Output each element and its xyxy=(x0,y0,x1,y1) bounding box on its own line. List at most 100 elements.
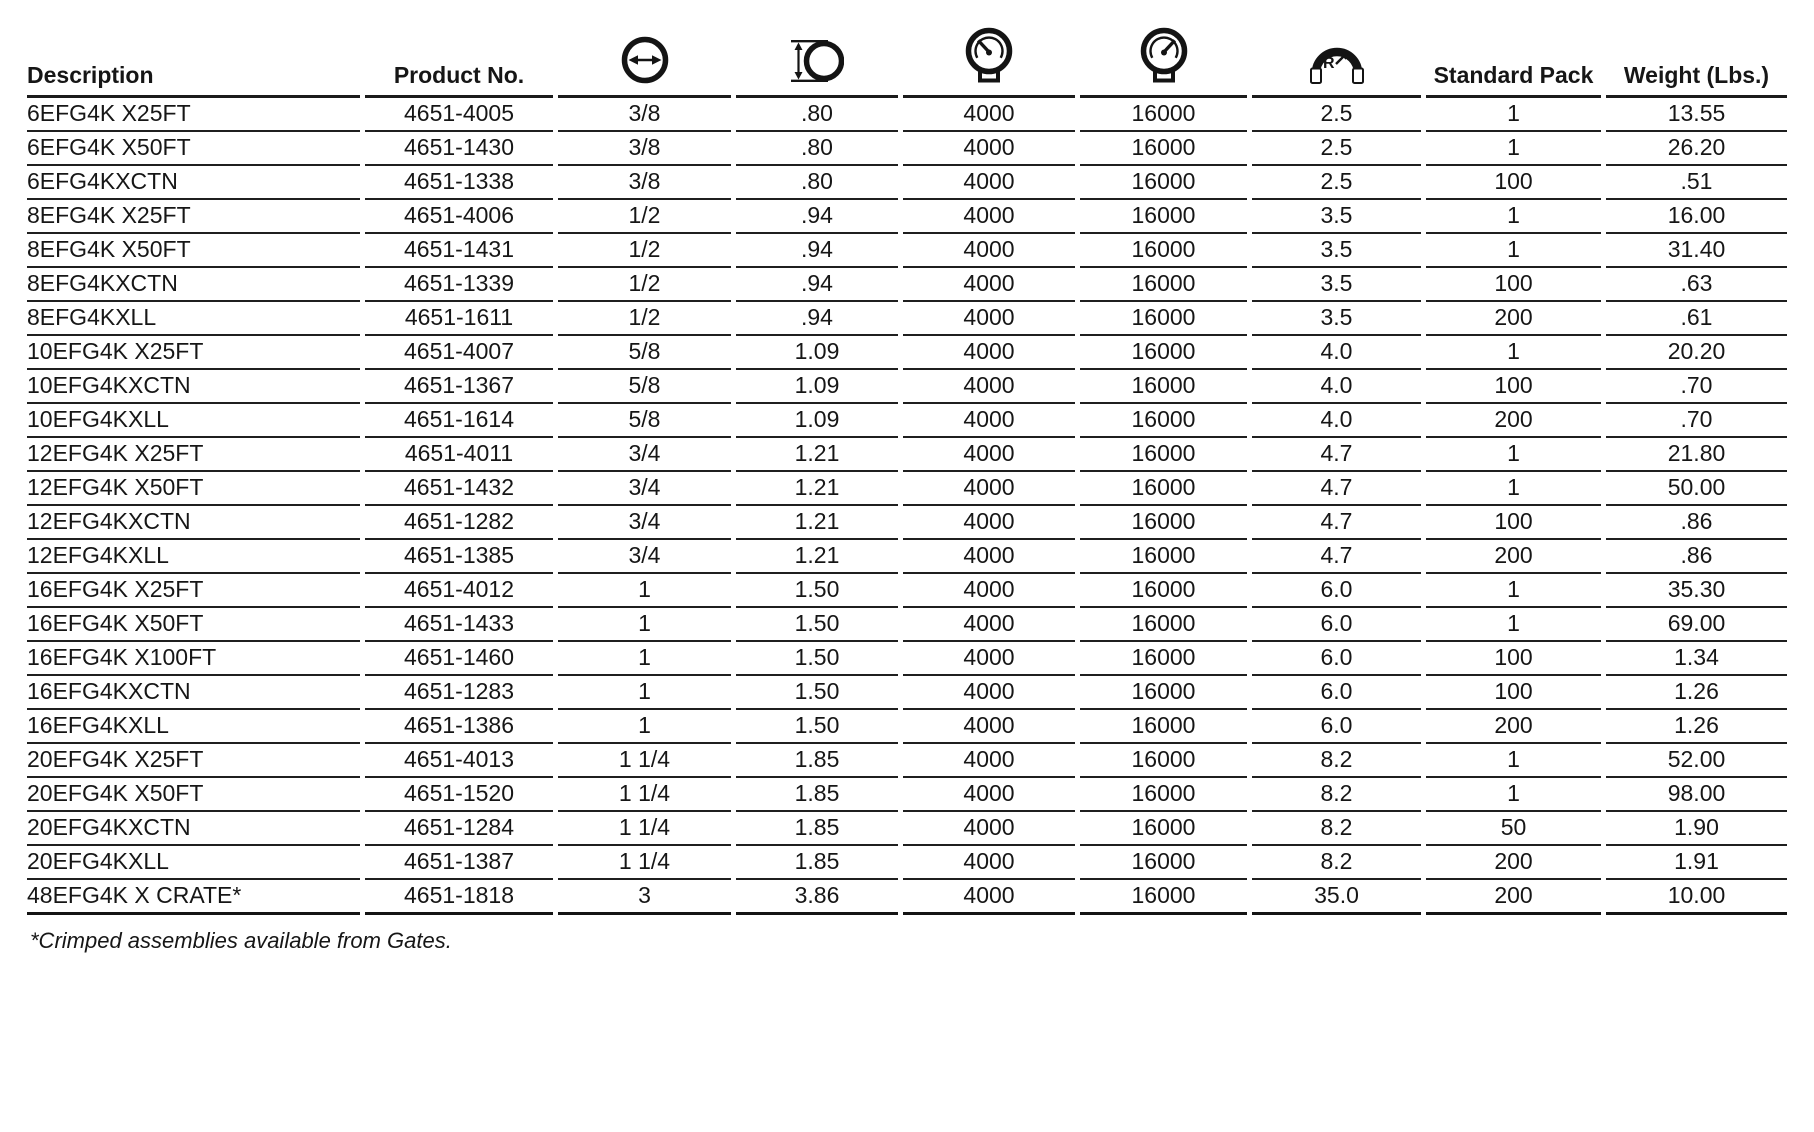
cell-outer_diameter: 1.50 xyxy=(736,574,898,608)
cell-working_pressure: 4000 xyxy=(903,132,1075,166)
cell-bend_radius: 6.0 xyxy=(1252,710,1421,744)
cell-working_pressure: 4000 xyxy=(903,574,1075,608)
cell-description: 20EFG4K X25FT xyxy=(27,744,360,778)
cell-product_no: 4651-1386 xyxy=(365,710,553,744)
cell-outer_diameter: .80 xyxy=(736,132,898,166)
cell-product_no: 4651-1818 xyxy=(365,880,553,915)
cell-inner_diameter: 1 xyxy=(558,710,731,744)
table-row: 6EFG4K X50FT 4651-1430 3/8.80 4000 16000 2.5 1… xyxy=(27,132,1787,166)
cell-inner_diameter: 3/4 xyxy=(558,438,731,472)
cell-weight_lbs: 52.00 xyxy=(1606,744,1787,778)
header-description-label: Description xyxy=(27,61,154,88)
cell-inner_diameter: 1 1/4 xyxy=(558,778,731,812)
cell-product_no: 4651-1339 xyxy=(365,268,553,302)
cell-bend_radius: 8.2 xyxy=(1252,846,1421,880)
table-row: 6EFG4K X25FT 4651-4005 3/8.80 4000 16000 2.5 1… xyxy=(27,98,1787,132)
cell-product_no: 4651-1611 xyxy=(365,302,553,336)
cell-product_no: 4651-1385 xyxy=(365,540,553,574)
cell-working_pressure: 4000 xyxy=(903,234,1075,268)
table-row: 10EFG4KXLL 4651-1614 5/8 1.09 4000 16000 4.0 20… xyxy=(27,404,1787,438)
cell-burst_pressure: 16000 xyxy=(1080,778,1247,812)
cell-bend_radius: 3.5 xyxy=(1252,302,1421,336)
cell-standard_pack: 1 xyxy=(1426,744,1601,778)
cell-standard_pack: 200 xyxy=(1426,710,1601,744)
cell-working_pressure: 4000 xyxy=(903,880,1075,915)
cell-description: 8EFG4KXCTN xyxy=(27,268,360,302)
cell-standard_pack: 100 xyxy=(1426,676,1601,710)
cell-burst_pressure: 16000 xyxy=(1080,268,1247,302)
cell-description: 16EFG4K X50FT xyxy=(27,608,360,642)
cell-product_no: 4651-4012 xyxy=(365,574,553,608)
cell-inner_diameter: 1 1/4 xyxy=(558,744,731,778)
header-product-no: Product No. xyxy=(365,6,553,98)
cell-bend_radius: 2.5 xyxy=(1252,98,1421,132)
header-standard-pack-label: Standard Pack xyxy=(1433,61,1594,88)
table-row: 48EFG4K X CRATE* 4651-1818 3 3.86 4000 16000 3… xyxy=(27,880,1787,915)
cell-working_pressure: 4000 xyxy=(903,778,1075,812)
cell-weight_lbs: 1.91 xyxy=(1606,846,1787,880)
cell-bend_radius: 2.5 xyxy=(1252,166,1421,200)
cell-description: 20EFG4KXLL xyxy=(27,846,360,880)
cell-standard_pack: 100 xyxy=(1426,506,1601,540)
cell-burst_pressure: 16000 xyxy=(1080,574,1247,608)
cell-bend_radius: 8.2 xyxy=(1252,744,1421,778)
outer-diameter-icon xyxy=(791,40,844,82)
header-weight-label: Weight (Lbs.) xyxy=(1623,61,1770,88)
cell-working_pressure: 4000 xyxy=(903,302,1075,336)
table-row: 16EFG4K X25FT 4651-4012 1 1.50 4000 16000 6.0 1… xyxy=(27,574,1787,608)
svg-text:R: R xyxy=(1323,55,1335,72)
header-inner-diameter xyxy=(558,6,731,98)
cell-standard_pack: 100 xyxy=(1426,268,1601,302)
table-row: 20EFG4KXLL 4651-1387 1 1/4 1.85 4000 16000 8.2… xyxy=(27,846,1787,880)
cell-working_pressure: 4000 xyxy=(903,370,1075,404)
cell-description: 16EFG4K X25FT xyxy=(27,574,360,608)
cell-inner_diameter: 3/8 xyxy=(558,132,731,166)
cell-bend_radius: 3.5 xyxy=(1252,234,1421,268)
cell-bend_radius: 4.0 xyxy=(1252,404,1421,438)
cell-product_no: 4651-4011 xyxy=(365,438,553,472)
header-bend-radius: R xyxy=(1252,6,1421,98)
cell-inner_diameter: 5/8 xyxy=(558,370,731,404)
cell-standard_pack: 200 xyxy=(1426,404,1601,438)
header-outer-diameter xyxy=(736,6,898,98)
cell-working_pressure: 4000 xyxy=(903,200,1075,234)
cell-weight_lbs: 26.20 xyxy=(1606,132,1787,166)
cell-burst_pressure: 16000 xyxy=(1080,370,1247,404)
cell-description: 20EFG4KXCTN xyxy=(27,812,360,846)
cell-working_pressure: 4000 xyxy=(903,812,1075,846)
cell-burst_pressure: 16000 xyxy=(1080,880,1247,915)
header-row: Description Product No. xyxy=(27,6,1787,98)
table-row: 12EFG4KXCTN 4651-1282 3/4 1.21 4000 16000 4.7 1… xyxy=(27,506,1787,540)
cell-inner_diameter: 5/8 xyxy=(558,404,731,438)
cell-inner_diameter: 1 xyxy=(558,574,731,608)
table-row: 20EFG4KXCTN 4651-1284 1 1/4 1.85 4000 16000 8.… xyxy=(27,812,1787,846)
cell-inner_diameter: 1 xyxy=(558,642,731,676)
cell-inner_diameter: 5/8 xyxy=(558,336,731,370)
cell-standard_pack: 1 xyxy=(1426,336,1601,370)
table-row: 8EFG4KXLL 4651-1611 1/2.94 4000 16000 3.5 200.… xyxy=(27,302,1787,336)
table-row: 20EFG4K X50FT 4651-1520 1 1/4 1.85 4000 16000… xyxy=(27,778,1787,812)
cell-working_pressure: 4000 xyxy=(903,438,1075,472)
cell-outer_diameter: 1.85 xyxy=(736,744,898,778)
cell-working_pressure: 4000 xyxy=(903,540,1075,574)
cell-weight_lbs: 50.00 xyxy=(1606,472,1787,506)
table-row: 8EFG4KXCTN 4651-1339 1/2.94 4000 16000 3.5 100… xyxy=(27,268,1787,302)
cell-product_no: 4651-4006 xyxy=(365,200,553,234)
table-row: 12EFG4K X50FT 4651-1432 3/4 1.21 4000 16000 4.… xyxy=(27,472,1787,506)
cell-outer_diameter: 1.21 xyxy=(736,506,898,540)
cell-burst_pressure: 16000 xyxy=(1080,710,1247,744)
cell-bend_radius: 4.7 xyxy=(1252,540,1421,574)
cell-product_no: 4651-1338 xyxy=(365,166,553,200)
cell-outer_diameter: .94 xyxy=(736,302,898,336)
cell-working_pressure: 4000 xyxy=(903,268,1075,302)
cell-outer_diameter: 1.21 xyxy=(736,438,898,472)
cell-outer_diameter: 1.09 xyxy=(736,336,898,370)
cell-burst_pressure: 16000 xyxy=(1080,200,1247,234)
cell-burst_pressure: 16000 xyxy=(1080,846,1247,880)
cell-burst_pressure: 16000 xyxy=(1080,98,1247,132)
cell-outer_diameter: 1.09 xyxy=(736,404,898,438)
table-row: 10EFG4K X25FT 4651-4007 5/8 1.09 4000 16000 4.… xyxy=(27,336,1787,370)
cell-inner_diameter: 3/4 xyxy=(558,506,731,540)
cell-burst_pressure: 16000 xyxy=(1080,166,1247,200)
cell-weight_lbs: 20.20 xyxy=(1606,336,1787,370)
